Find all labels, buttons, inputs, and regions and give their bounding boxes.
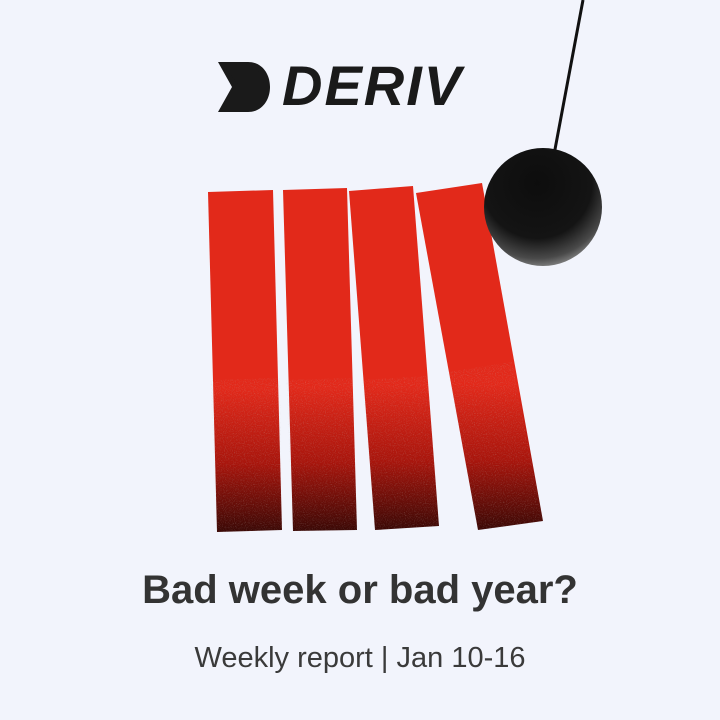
bar-grain — [210, 362, 543, 532]
headline: Bad week or bad year? — [142, 568, 578, 612]
deriv-logo: DERIV — [218, 54, 508, 117]
pendulum-string — [551, 0, 585, 161]
subtitle: Weekly report | Jan 10-16 — [194, 642, 526, 674]
wrecking-ball-icon — [484, 148, 602, 266]
deriv-logo-text: DERIV — [282, 54, 464, 117]
deriv-logo-mark-icon — [218, 62, 270, 112]
